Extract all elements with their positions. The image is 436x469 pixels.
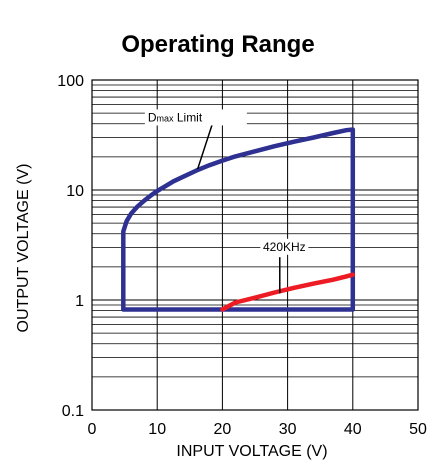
x-tick-label: 20 — [214, 421, 232, 438]
x-tick-label: 0 — [88, 421, 97, 438]
series-layer — [121, 127, 356, 312]
plot-frame — [91, 79, 419, 411]
freq-label-bg — [260, 238, 309, 255]
tick-labels: 0 10 20 30 40 50 0.1 1 10 100 — [57, 73, 427, 438]
y-tick-label: 0.1 — [62, 403, 84, 420]
x-tick-label: 30 — [279, 421, 297, 438]
operating-boundary-line — [121, 127, 356, 312]
grid-lines — [91, 79, 419, 411]
x-tick-label: 40 — [344, 421, 362, 438]
dmax-label-bg — [144, 109, 247, 126]
y-tick-label: 1 — [75, 293, 84, 310]
x-tick-label: 50 — [409, 421, 427, 438]
y-tick-label: 10 — [66, 183, 84, 200]
y-axis-label: OUTPUT VOLTAGE (V) — [15, 164, 32, 333]
y-tick-label: 100 — [57, 73, 84, 90]
dmax-limit-label: Dmax Limit — [148, 110, 203, 124]
chart-title: Operating Range — [121, 31, 314, 58]
freq-label: 420KHz — [263, 240, 306, 254]
annotation-layer: Dmax Limit 420KHz — [144, 109, 309, 294]
x-tick-label: 10 — [148, 421, 166, 438]
x-axis-label: INPUT VOLTAGE (V) — [176, 443, 327, 460]
frequency-limit-line — [220, 272, 356, 312]
